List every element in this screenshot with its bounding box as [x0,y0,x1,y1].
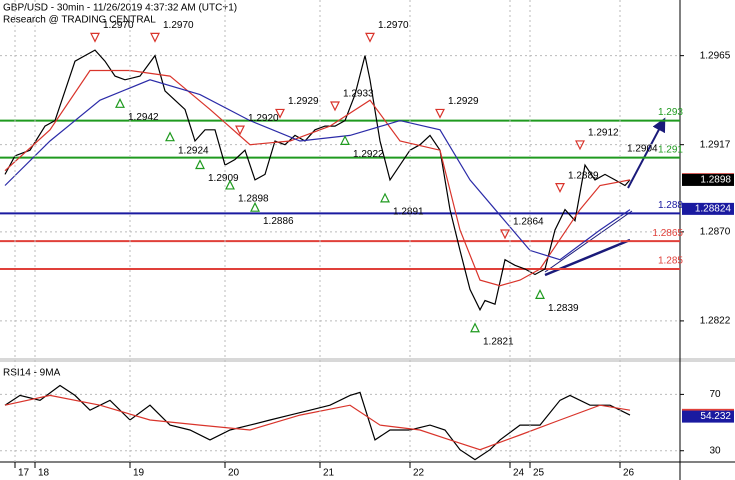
annotation-label: 1.2922 [353,149,384,160]
annotation-label: 1.2864 [513,217,544,228]
series-line [4,394,631,451]
panel-separator [0,358,735,362]
annotation-marker [165,131,175,142]
target-label: 1.2904 [627,143,658,154]
series-line [4,384,631,461]
annotation-label: 1.2839 [548,303,579,314]
chart-subtitle: Research @ TRADING CENTRAL [3,15,156,26]
value-box-label: 1.2898 [700,175,731,186]
x-tick-label: 26 [623,468,635,479]
annotation-label: 1.2912 [588,128,619,139]
y-tick-label: 70 [709,389,721,400]
annotation-marker [435,108,445,119]
y-tick-label: 30 [709,445,721,456]
annotation-label: 1.2886 [263,216,294,227]
annotation-label: 1.2929 [448,96,479,107]
x-tick-label: 17 [18,468,30,479]
annotation-label: 1.2933 [343,89,374,100]
annotation-label: 1.2889 [568,170,599,181]
annotation-label: 1.2909 [208,173,239,184]
annotation-label: 1.2891 [393,207,424,218]
annotation-marker [90,32,100,43]
x-tick-label: 24 [513,468,525,479]
x-tick-label: 21 [323,468,335,479]
x-tick-label: 19 [133,468,145,479]
annotation-label: 1.2970 [163,20,194,31]
x-tick-label: 25 [533,468,545,479]
annotation-marker [330,101,340,112]
y-tick-label: 1.2965 [700,50,731,61]
annotation-marker [195,159,205,170]
series-line [4,69,631,287]
annotation-marker [235,125,245,136]
level-label: 1.293 [658,107,683,118]
annotation-marker [555,183,565,193]
annotation-marker [500,229,510,240]
annotation-marker [115,97,125,108]
annotation-label: 1.2942 [128,112,159,123]
annotation-label: 1.2970 [378,20,409,31]
x-tick-label: 20 [228,468,240,479]
y-tick-label: 1.2917 [700,139,731,150]
value-box [682,173,734,186]
level-label: 1.2865 [652,228,683,239]
value-box-label: 1.28824 [695,204,732,215]
annotation-label: 1.2920 [248,113,279,124]
rsi-title: RSI14 - 9MA [3,368,61,379]
level-label: 1.285 [658,256,683,267]
plot-area [0,384,680,461]
series-line [4,49,631,312]
annotation-marker [575,140,585,151]
annotation-marker [225,179,235,190]
value-box [682,202,734,215]
level-label: 1.291 [658,144,683,155]
annotation-label: 1.2924 [178,145,209,156]
annotation-label: 1.2821 [483,336,514,347]
value-box-label: 54.232 [700,411,731,422]
level-label: 1.288 [658,200,683,211]
x-tick-label: 22 [413,468,425,479]
x-tick-label: 18 [38,468,50,479]
y-tick-label: 1.2822 [700,316,731,327]
chart-title: GBP/USD - 30min - 11/26/2019 4:37:32 AM … [3,3,237,14]
annotation-marker [470,322,480,333]
value-box [682,410,734,423]
target-arrow [627,117,666,189]
annotation-label: 1.2898 [238,194,269,205]
annotation-marker [275,108,285,119]
y-tick-label: 1.2870 [700,227,731,238]
annotation-marker [340,135,350,146]
annotation-marker [250,201,260,212]
annotation-marker [380,192,390,203]
annotation-marker [150,32,160,43]
annotation-label: 1.2929 [288,96,319,107]
series-line [4,79,631,261]
plot-area: 1.2970 1.2970 1.2942 1.2924 1.2909 1.2898 1.28… [0,20,680,347]
annotation-marker [535,289,545,299]
annotation-label: 1.2970 [103,20,134,31]
annotation-marker [365,32,375,43]
